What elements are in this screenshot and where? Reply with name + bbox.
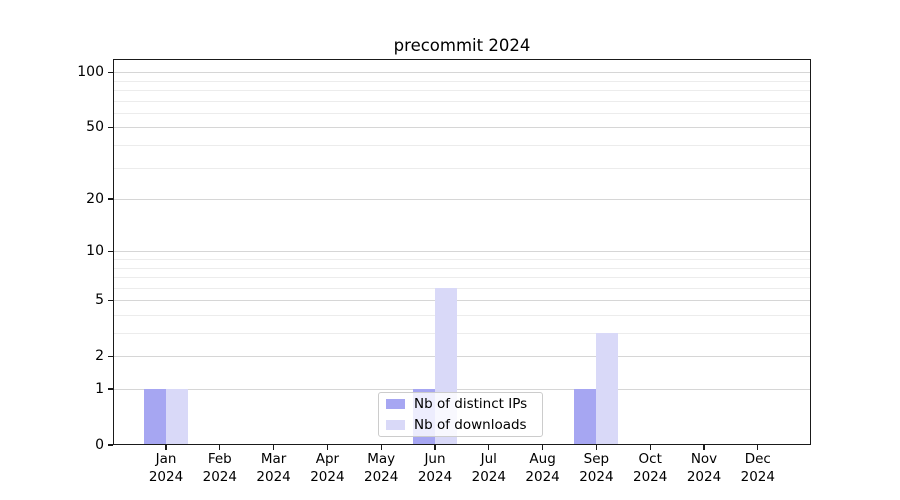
minor-gridline bbox=[114, 315, 810, 316]
x-axis-tick-label: Nov 2024 bbox=[686, 451, 722, 485]
minor-gridline bbox=[114, 90, 810, 91]
y-axis-tick bbox=[108, 355, 113, 357]
x-axis-tick bbox=[434, 445, 436, 450]
major-gridline bbox=[114, 127, 810, 129]
x-axis-tick-label: Dec 2024 bbox=[740, 451, 775, 485]
x-axis-tick-label: Jan 2024 bbox=[148, 451, 184, 485]
major-gridline bbox=[114, 251, 810, 253]
legend-entry: Nb of distinct IPs bbox=[386, 395, 542, 413]
chart-title: precommit 2024 bbox=[393, 36, 531, 55]
x-axis-tick-label: May 2024 bbox=[364, 451, 399, 485]
x-axis-tick-label: Feb 2024 bbox=[202, 451, 237, 485]
x-axis-tick bbox=[219, 445, 221, 450]
minor-gridline bbox=[114, 287, 810, 289]
y-axis-tick-label: 100 bbox=[77, 64, 104, 81]
major-gridline bbox=[114, 389, 810, 390]
x-axis-tick-label: Mar 2024 bbox=[256, 451, 291, 485]
y-axis-tick-label: 50 bbox=[86, 119, 104, 136]
x-axis-tick bbox=[757, 445, 759, 450]
minor-gridline bbox=[114, 277, 810, 278]
bar-distinct-ips bbox=[144, 389, 166, 444]
x-axis-tick-label: Jul 2024 bbox=[471, 451, 506, 485]
y-axis-tick bbox=[108, 71, 113, 73]
x-axis-tick bbox=[326, 445, 329, 450]
minor-gridline bbox=[114, 80, 810, 82]
x-axis-tick bbox=[380, 445, 382, 450]
minor-gridline bbox=[114, 259, 810, 260]
minor-gridline bbox=[114, 167, 810, 169]
legend-label: Nb of distinct IPs bbox=[414, 396, 528, 412]
y-axis-tick-label: 10 bbox=[86, 243, 104, 260]
y-axis-tick-label: 2 bbox=[95, 348, 104, 365]
legend-entry: Nb of downloads bbox=[386, 416, 542, 434]
major-gridline bbox=[114, 356, 810, 358]
x-axis-tick-label: Apr 2024 bbox=[310, 451, 345, 485]
y-axis-tick bbox=[108, 299, 113, 301]
minor-gridline bbox=[114, 145, 810, 146]
y-axis-tick bbox=[108, 444, 113, 446]
y-axis-tick-label: 20 bbox=[86, 191, 104, 208]
major-gridline bbox=[114, 199, 810, 201]
x-axis-tick-label: Sep 2024 bbox=[579, 451, 614, 485]
major-gridline bbox=[114, 300, 810, 302]
minor-gridline bbox=[114, 100, 810, 102]
y-axis-tick-label: 1 bbox=[95, 381, 104, 397]
y-axis-tick-label: 0 bbox=[95, 437, 104, 453]
y-axis-tick bbox=[108, 388, 113, 390]
bar-downloads bbox=[166, 389, 188, 444]
minor-gridline bbox=[114, 267, 810, 269]
bar-distinct-ips bbox=[574, 389, 597, 444]
chart-legend: Nb of distinct IPs Nb of downloads bbox=[378, 392, 543, 437]
x-axis-tick bbox=[595, 445, 598, 450]
y-axis-tick bbox=[108, 250, 113, 252]
y-axis-tick-label: 5 bbox=[95, 292, 104, 309]
x-axis-tick-label: Oct 2024 bbox=[633, 451, 668, 485]
minor-gridline bbox=[114, 333, 810, 334]
x-axis-tick bbox=[272, 445, 275, 450]
legend-swatch-icon bbox=[386, 399, 405, 409]
x-axis-tick-label: Aug 2024 bbox=[525, 451, 560, 485]
legend-swatch-icon bbox=[386, 420, 405, 430]
y-axis-tick bbox=[108, 198, 113, 200]
major-gridline bbox=[114, 72, 810, 74]
x-axis-tick bbox=[165, 445, 167, 450]
legend-label: Nb of downloads bbox=[414, 417, 527, 433]
x-axis-tick bbox=[649, 445, 651, 450]
y-axis-tick bbox=[108, 126, 113, 129]
plot-area bbox=[113, 59, 811, 445]
x-axis-tick bbox=[541, 445, 544, 450]
x-axis-tick bbox=[488, 445, 490, 450]
x-axis-tick bbox=[703, 445, 705, 450]
minor-gridline bbox=[114, 112, 810, 114]
bar-downloads bbox=[596, 333, 619, 444]
x-axis-tick-label: Jun 2024 bbox=[417, 451, 453, 485]
